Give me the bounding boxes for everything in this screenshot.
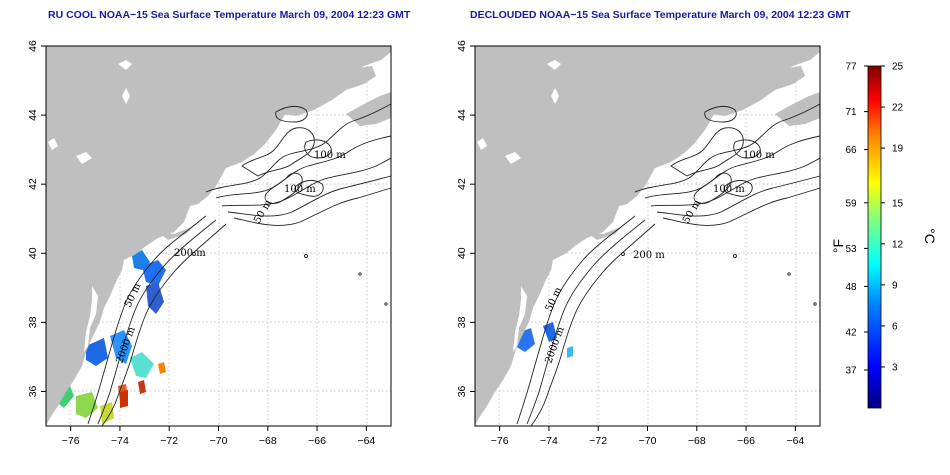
colorbar-fahrenheit-label: 42 <box>845 328 857 339</box>
right-contour-label-100m-a: 100 m <box>743 150 775 161</box>
left-y-tick-label: 44 <box>27 109 39 121</box>
colorbar-celsius-label: 3 <box>892 362 898 373</box>
colorbar-celsius-label: 15 <box>892 198 904 209</box>
left-y-tick-label: 46 <box>27 40 39 52</box>
left-y-tick-label: 42 <box>27 178 39 190</box>
left-x-tick-label: −64 <box>357 435 375 447</box>
colorbar-fahrenheit-label: 66 <box>845 145 857 156</box>
colorbar-celsius-label: 25 <box>892 62 904 73</box>
colorbar-fahrenheit-label: 48 <box>845 282 857 293</box>
temperature-colorbar: 25 22 19 15 12 9 6 3 77 71 66 59 53 48 42 37 °F °C <box>830 62 938 409</box>
right-x-tick-label: −64 <box>786 435 804 447</box>
colorbar-celsius-label: 9 <box>892 280 898 291</box>
right-x-tick-label: −70 <box>639 435 657 447</box>
colorbar-unit-fahrenheit: °F <box>830 239 846 253</box>
left-y-tick-label: 40 <box>27 247 39 259</box>
colorbar-celsius-label: 19 <box>892 144 904 155</box>
left-x-tick-label: −74 <box>111 435 129 447</box>
left-y-tick-label: 36 <box>27 385 39 397</box>
right-y-tick-label: 38 <box>456 316 468 328</box>
left-contour-label-100m-a: 100 m <box>314 150 346 161</box>
right-map-axes: −76 −74 −72 −70 −68 −66 −64 36 38 40 42 44 46 <box>456 40 804 447</box>
left-x-tick-label: −66 <box>308 435 326 447</box>
left-x-tick-label: −70 <box>210 435 228 447</box>
left-contour-label-100m-b: 100 m <box>284 184 316 195</box>
right-contour-label-100m-b: 100 m <box>713 184 745 195</box>
right-contour-label-200m: 200 m <box>633 250 665 261</box>
colorbar-unit-celsius: °C <box>922 228 938 244</box>
left-x-tick-label: −68 <box>259 435 277 447</box>
right-y-tick-label: 36 <box>456 385 468 397</box>
right-y-tick-label: 42 <box>456 178 468 190</box>
colorbar-gradient <box>867 65 882 409</box>
right-y-tick-label: 46 <box>456 40 468 52</box>
colorbar-fahrenheit-label: 77 <box>845 62 857 73</box>
right-sst-map: 100 m 100 m 50 m 200 m 50 m 2000 m −76 −7… <box>456 40 821 447</box>
colorbar-fahrenheit-label: 59 <box>845 198 857 209</box>
left-map-title: RU COOL NOAA−15 Sea Surface Temperature … <box>48 9 411 21</box>
colorbar-celsius-label: 12 <box>892 239 904 250</box>
colorbar-fahrenheit-label: 53 <box>845 244 857 255</box>
right-map-title: DECLOUDED NOAA−15 Sea Surface Temperatur… <box>470 9 851 21</box>
left-sst-map: 100 m 100 m 50 m 200 m 50 m 2000 m −76 −7… <box>27 40 392 447</box>
right-y-tick-label: 44 <box>456 109 468 121</box>
right-y-tick-label: 40 <box>456 247 468 259</box>
right-x-tick-label: −72 <box>589 435 607 447</box>
colorbar-celsius-label: 22 <box>892 103 904 114</box>
right-x-tick-label: −76 <box>491 435 509 447</box>
left-map-axes: −76 −74 −72 −70 −68 −66 −64 36 38 40 42 44 46 <box>27 40 375 447</box>
colorbar-fahrenheit-label: 71 <box>845 107 857 118</box>
left-contour-label-200m: 200 m <box>174 248 206 259</box>
colorbar-fahrenheit-label: 37 <box>845 366 857 377</box>
right-x-tick-label: −74 <box>540 435 558 447</box>
right-x-tick-label: −68 <box>688 435 706 447</box>
colorbar-celsius-label: 6 <box>892 321 898 332</box>
right-x-tick-label: −66 <box>737 435 755 447</box>
left-x-tick-label: −72 <box>160 435 178 447</box>
left-x-tick-label: −76 <box>62 435 80 447</box>
left-y-tick-label: 38 <box>27 316 39 328</box>
